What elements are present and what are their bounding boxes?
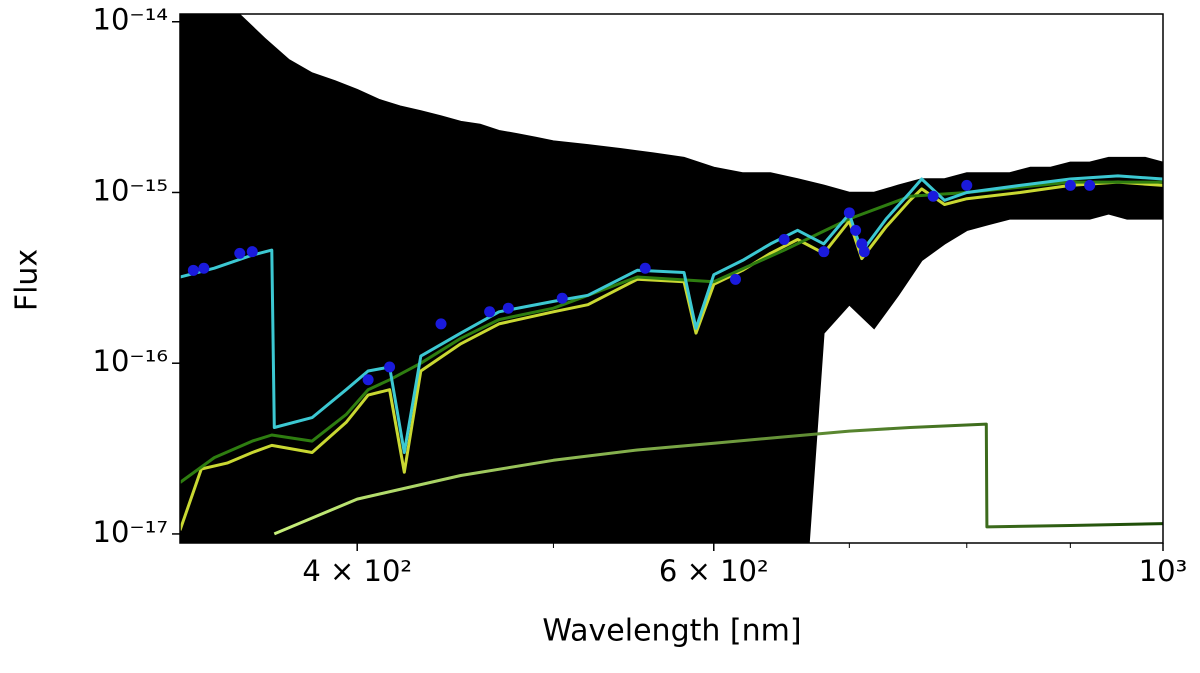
data-point	[843, 207, 855, 219]
data-point	[1084, 179, 1096, 191]
data-point	[234, 247, 246, 259]
data-point	[556, 292, 568, 304]
data-point	[729, 273, 741, 285]
plot-area	[180, 14, 1163, 543]
x-tick-label: 6 × 10²	[659, 554, 769, 588]
data-point	[927, 190, 939, 202]
data-point	[858, 246, 870, 258]
data-point	[435, 318, 447, 330]
data-point	[1064, 179, 1076, 191]
data-point	[484, 306, 496, 318]
data-point	[246, 246, 258, 258]
data-point	[818, 246, 830, 258]
y-tick-label: 10⁻¹⁷	[93, 515, 168, 549]
spectrum-line	[180, 180, 1163, 484]
x-tick-label: 10³	[1139, 554, 1188, 588]
data-point	[502, 302, 514, 314]
spectrum-line	[180, 174, 1163, 454]
data-point	[198, 262, 210, 274]
spectrum-line	[273, 422, 1163, 536]
data-point	[778, 234, 790, 246]
y-tick-label: 10⁻¹⁶	[93, 344, 168, 378]
data-point	[384, 361, 396, 373]
y-axis-label: Flux	[10, 249, 45, 311]
data-point	[187, 264, 199, 276]
x-axis-label: Wavelength [nm]	[542, 614, 801, 649]
data-point	[639, 262, 651, 274]
y-tick-label: 10⁻¹⁵	[93, 173, 168, 207]
x-tick-label: 4 × 10²	[302, 554, 412, 588]
plot-frame	[179, 13, 1164, 544]
data-point	[850, 224, 862, 236]
data-point	[362, 374, 374, 386]
y-tick-label: 10⁻¹⁴	[93, 3, 168, 37]
data-point	[961, 179, 973, 191]
